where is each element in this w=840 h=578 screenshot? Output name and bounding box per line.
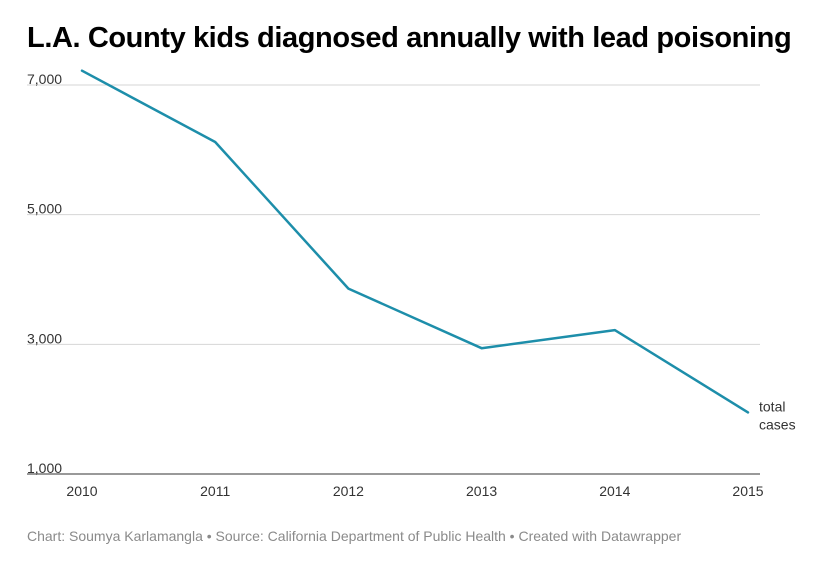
x-tick-label: 2013 [466,483,497,499]
y-tick-label: 5,000 [27,201,62,217]
chart-footer: Chart: Soumya Karlamangla • Source: Cali… [27,528,682,544]
series-label-total-cases: total cases [759,398,796,432]
x-tick-label: 2014 [599,483,630,499]
x-tick-label: 2010 [66,483,97,499]
x-tick-label: 2011 [200,483,230,499]
series-line-total-cases [80,69,750,414]
y-tick-label: 1,000 [27,460,62,476]
x-tick-label: 2012 [333,483,364,499]
y-tick-label: 7,000 [27,71,62,87]
x-tick-label: 2015 [732,483,763,499]
chart-title: L.A. County kids diagnosed annually with… [27,22,792,54]
y-tick-label: 3,000 [27,330,62,346]
